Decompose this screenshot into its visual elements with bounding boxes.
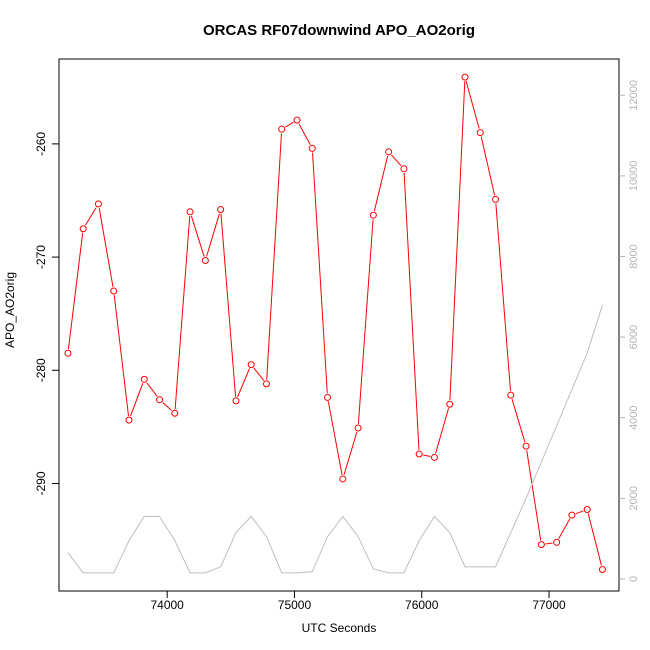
series-0-segment [391,154,402,167]
series-0-segment [327,401,343,475]
series-0-point [262,380,270,388]
y2-tick-label: 2000 [628,486,640,510]
series-0-segment [206,213,220,257]
series-0-point [553,538,561,546]
series-0-point [156,396,164,404]
series-0-point [186,208,194,216]
series-0-point [64,349,72,357]
series-0-point [140,375,148,383]
y2-tick-label: 8000 [628,244,640,268]
series-0-segment [162,402,173,411]
x-tick-label: 77000 [532,598,566,612]
y-tick-label: -290 [34,471,48,495]
series-0-point [369,211,377,219]
series-0-point [415,450,423,458]
series-0-segment [174,215,191,410]
series-0-segment [67,232,84,350]
series-1-line [67,304,603,574]
series-0-segment [575,510,584,515]
y2-tick-label: 10000 [628,161,640,192]
y2-tick-label: 12000 [628,80,640,111]
series-0-segment [495,203,511,392]
series-0-segment [98,207,114,287]
series-0-segment [146,382,158,397]
series-0-segment [526,450,542,541]
series-0-segment [480,136,496,196]
series-0-segment [545,542,553,545]
series-0-segment [113,295,130,416]
chart-title: ORCAS RF07downwind APO_AO2orig [203,22,475,39]
series-0-point [492,195,500,203]
series-0-segment [465,81,480,129]
y-axis-label: APO_AO2orig [3,272,17,348]
x-tick-label: 76000 [405,598,439,612]
series-0-segment [298,123,311,145]
series-0-point [522,442,530,450]
x-axis: 74000 75000 76000 77000 [150,590,566,612]
series-0-point [461,73,469,81]
y-axis-right: 0 2000 4000 6000 8000 10000 12000 [619,80,640,582]
series-0-point [339,475,347,483]
series-0-segment [435,408,450,454]
series-0-segment [220,213,237,397]
series-0-point [324,393,332,401]
series-0-segment [423,454,431,458]
series-0-point [507,391,515,399]
series-0-point [201,256,209,264]
series-0-point [278,125,286,133]
series-0-point [232,397,240,405]
series-0-segment [190,215,205,257]
series-0-segment [130,383,144,417]
series-0-point [400,165,408,173]
series-0-point [293,116,301,124]
series-0-segment [558,518,571,539]
series-0-point [171,409,179,417]
series-0-segment [285,121,294,128]
series-0-point [308,144,316,152]
y2-tick-label: 4000 [628,405,640,429]
y2-tick-label: 0 [628,576,640,582]
y-axis-left: -290 -280 -270 -260 [34,132,59,495]
series-0-point [94,200,102,208]
series-0-point [110,287,118,295]
series-0-point [598,565,606,573]
series-0-point [125,416,133,424]
series-0-segment [511,399,526,443]
series-0-point [247,361,255,369]
series-0-point [446,400,454,408]
series-0-point [476,129,484,137]
series-0-segment [84,207,97,226]
y-tick-label: -280 [34,358,48,382]
series-0-point [430,453,438,461]
series-0-point [385,148,393,156]
series-0-point [354,424,362,432]
y-tick-label: -270 [34,245,48,269]
series-0-segment [449,81,466,401]
series-0-segment [373,155,389,212]
series-0-segment [237,368,251,398]
series-layer [64,73,606,574]
series-0-point [568,511,576,519]
series-0-point [537,541,545,549]
series-0-segment [266,133,282,380]
series-0-segment [343,431,358,476]
x-axis-label: UTC Seconds [302,621,377,635]
series-0-segment [312,152,328,394]
series-0-point [79,225,87,233]
y2-tick-label: 6000 [628,325,640,349]
series-0-segment [253,367,265,381]
series-0-segment [403,172,420,450]
series-0-point [583,506,591,514]
series-0-segment [357,219,374,424]
series-0-segment [587,513,602,566]
y-tick-label: -260 [34,132,48,156]
series-0-point [217,206,225,214]
x-tick-label: 75000 [278,598,312,612]
x-tick-label: 74000 [150,598,184,612]
